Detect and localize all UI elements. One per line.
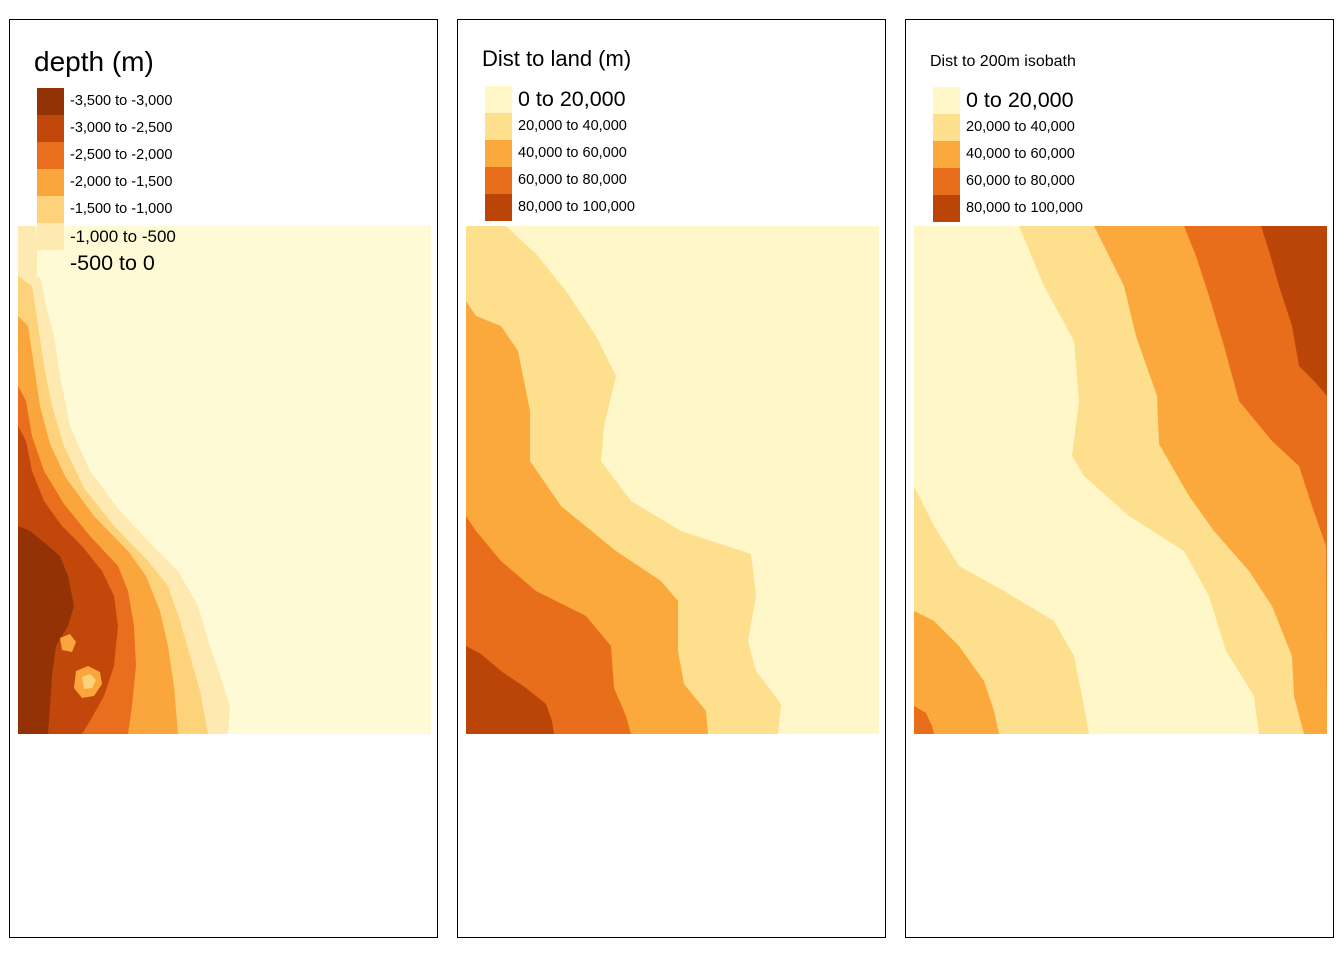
dist-to-isobath-raster [914,226,1327,734]
dist-to-isobath-legend: Dist to 200m isobath 0 to 20,000 20,000 … [930,48,1083,222]
legend-swatch [37,142,64,169]
dist-to-isobath-legend-title: Dist to 200m isobath [930,53,1076,70]
legend-label: -500 to 0 [70,251,155,275]
depth-legend-item: -2,500 to -2,000 [34,142,172,169]
depth-legend-item: -3,000 to -2,500 [34,115,172,142]
legend-swatch [37,115,64,142]
depth-seamount-small [60,634,76,652]
legend-label: 0 to 20,000 [966,88,1074,112]
legend-label: 80,000 to 100,000 [518,199,635,215]
legend-swatch [933,114,960,141]
legend-swatch [37,88,64,115]
legend-label: -2,000 to -1,500 [70,174,173,190]
legend-label: 0 to 20,000 [518,87,626,111]
dist-to-land-legend-item: 80,000 to 100,000 [482,194,635,221]
depth-map-panel: depth (m) -3,500 to -3,000 -3,000 to -2,… [9,19,438,938]
depth-legend-title: depth (m) [34,46,154,77]
isobath-band-80000-to-100000 [1261,226,1327,396]
depth-legend-item: -1,500 to -1,000 [34,196,172,223]
dist-to-land-legend: Dist to land (m) 0 to 20,000 20,000 to 4… [482,46,635,221]
dist-to-land-map-panel: Dist to land (m) 0 to 20,000 20,000 to 4… [457,19,886,938]
legend-label: -1,000 to -500 [70,227,176,246]
dist-to-isobath-legend-item: 80,000 to 100,000 [930,195,1083,222]
land-band-80000-to-100000 [466,646,554,734]
legend-label: 40,000 to 60,000 [518,145,627,161]
depth-seamount-top [82,674,96,689]
legend-swatch [485,140,512,167]
dist-to-isobath-legend-item: 0 to 20,000 [930,87,1076,114]
depth-legend-item: -3,500 to -3,000 [34,88,172,115]
legend-label: 40,000 to 60,000 [966,146,1075,162]
dist-to-land-legend-title: Dist to land (m) [482,46,632,71]
dist-to-land-legend-item: 40,000 to 60,000 [482,140,631,167]
depth-legend: depth (m) -3,500 to -3,000 -3,000 to -2,… [34,46,176,277]
depth-legend-item: -1,000 to -500 [34,223,176,250]
legend-swatch [485,167,512,194]
legend-label: -3,500 to -3,000 [70,93,173,109]
dist-to-land-legend-item: 60,000 to 80,000 [482,167,631,194]
depth-band--3500-to--3000 [18,526,74,734]
legend-swatch [933,195,960,222]
isobath-band-40000-to-60000 [914,226,1327,734]
depth-legend-item: -500 to 0 [34,250,155,277]
dist-to-isobath-legend-item: 20,000 to 40,000 [930,114,1076,141]
legend-label: 60,000 to 80,000 [966,173,1075,189]
legend-label: -3,000 to -2,500 [70,120,173,136]
legend-swatch [933,87,960,114]
legend-swatch [37,196,64,223]
legend-label: -2,500 to -2,000 [70,147,173,163]
dist-to-land-legend-item: 0 to 20,000 [482,86,631,113]
dist-to-land-raster [466,226,879,734]
depth-legend-item: -2,000 to -1,500 [34,169,172,196]
legend-swatch [37,169,64,196]
dist-to-isobath-map-panel: Dist to 200m isobath 0 to 20,000 20,000 … [905,19,1334,938]
legend-swatch [485,113,512,140]
legend-label: 20,000 to 40,000 [966,119,1075,135]
legend-swatch [37,223,64,250]
dist-to-isobath-legend-item: 40,000 to 60,000 [930,141,1076,168]
legend-label: 60,000 to 80,000 [518,172,627,188]
dist-to-land-legend-item: 20,000 to 40,000 [482,113,631,140]
legend-label: 20,000 to 40,000 [518,118,627,134]
legend-swatch [485,194,512,221]
legend-label: 80,000 to 100,000 [966,200,1083,216]
legend-swatch [933,168,960,195]
legend-swatch [933,141,960,168]
dist-to-isobath-legend-item: 60,000 to 80,000 [930,168,1076,195]
legend-swatch [37,250,64,277]
legend-swatch [485,86,512,113]
depth-raster [18,226,431,734]
legend-label: -1,500 to -1,000 [70,201,173,217]
